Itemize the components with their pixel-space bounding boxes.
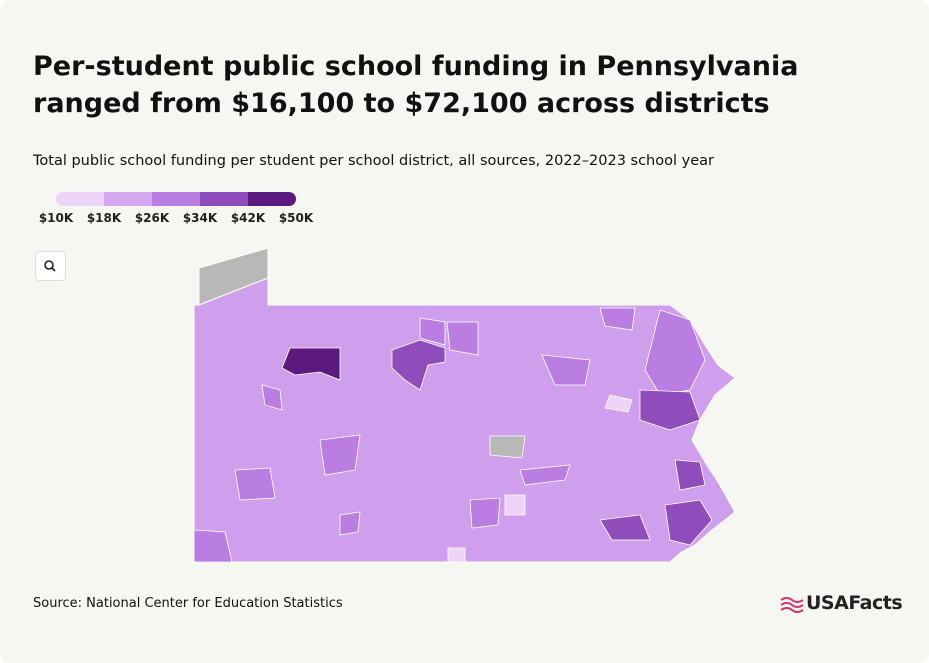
legend-swatch bbox=[104, 192, 152, 206]
legend-swatch bbox=[152, 192, 200, 206]
title: Per-student public school funding in Pen… bbox=[33, 51, 799, 119]
source: Source: National Center for Education St… bbox=[33, 596, 343, 611]
search-button[interactable] bbox=[35, 251, 66, 281]
legend-label: $50K bbox=[279, 211, 314, 225]
legend-label: $34K bbox=[183, 211, 218, 225]
legend-label: $42K bbox=[231, 211, 266, 225]
legend: $10K $18K $26K $34K $42K $50K bbox=[39, 192, 314, 225]
legend-swatch-fill bbox=[248, 192, 289, 206]
brand: USAFacts bbox=[806, 592, 903, 614]
brand-icon bbox=[780, 597, 804, 613]
districts bbox=[193, 307, 713, 563]
erie-district bbox=[198, 247, 269, 306]
search-icon bbox=[44, 260, 56, 272]
pennsylvania bbox=[193, 277, 736, 563]
legend-swatch bbox=[200, 192, 248, 206]
legend-label: $18K bbox=[87, 211, 122, 225]
legend-label: $10K bbox=[39, 211, 74, 225]
legend-swatch-fill bbox=[63, 192, 104, 206]
subtitle: Total public school funding per student … bbox=[33, 153, 714, 169]
legend-label: $26K bbox=[135, 211, 170, 225]
